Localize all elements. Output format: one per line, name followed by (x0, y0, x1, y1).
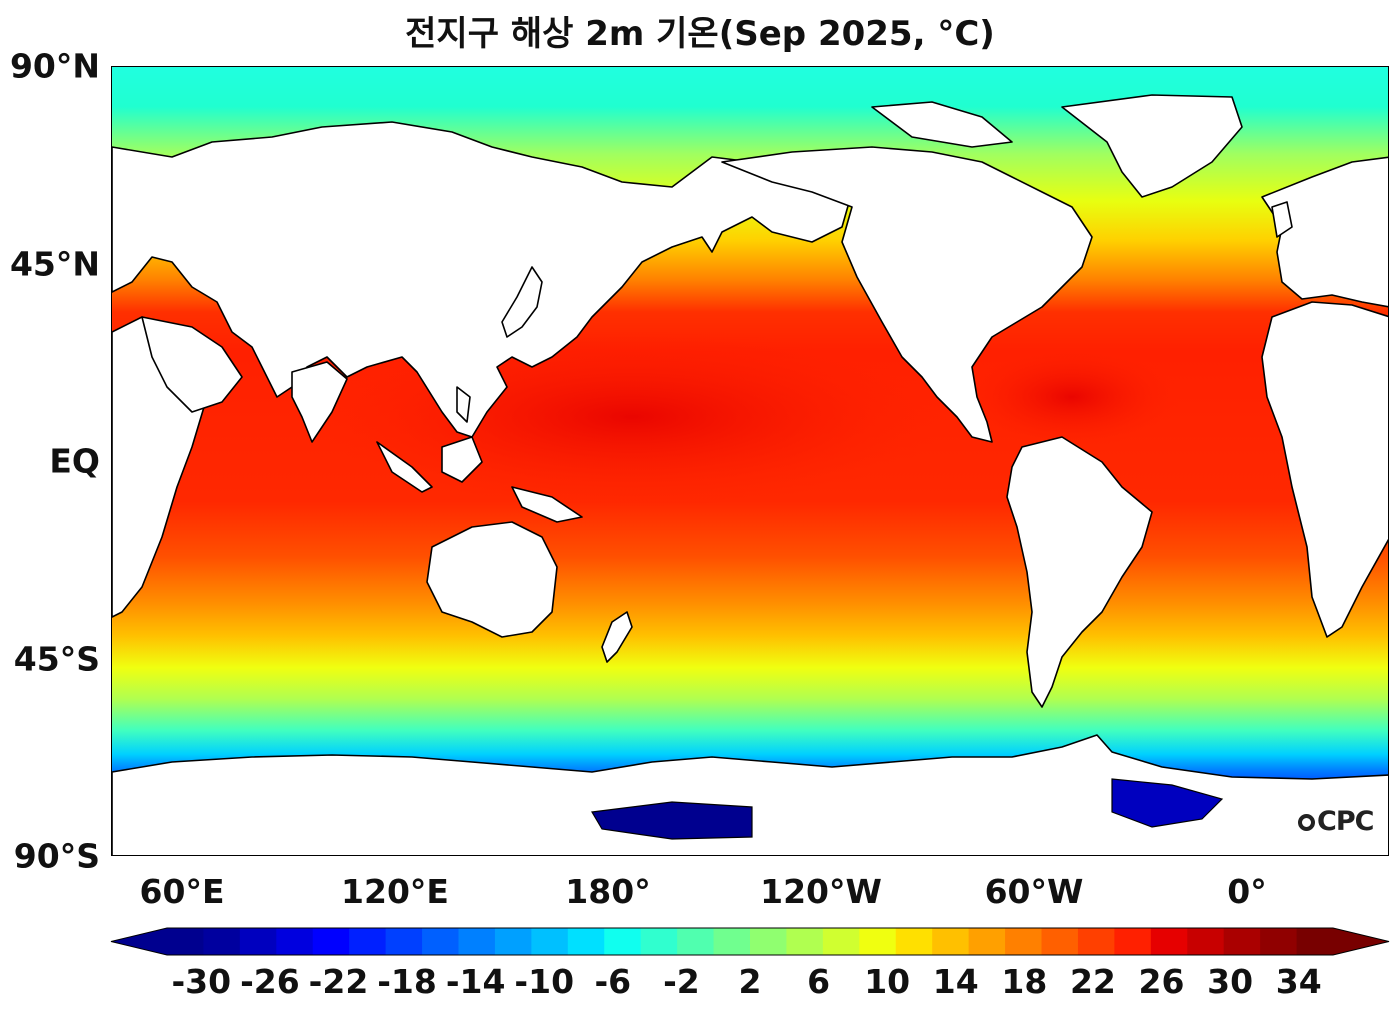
colorbar-tick-label: 14 (932, 962, 979, 1001)
colorbar-tick-label: 10 (864, 962, 911, 1001)
map-frame (111, 66, 1389, 856)
colorbar-segment (786, 928, 824, 955)
colorbar-tick-label: 18 (1001, 962, 1048, 1001)
colorbar-tick-label: -10 (514, 962, 575, 1001)
colorbar-segment (458, 928, 496, 955)
colorbar-segment (859, 928, 897, 955)
colorbar-segment (567, 928, 605, 955)
colorbar-segment (822, 928, 860, 955)
colorbar-tick-label: 22 (1069, 962, 1116, 1001)
colorbar (110, 927, 1390, 956)
colorbar-tick-label: -22 (308, 962, 369, 1001)
map-title: 전지구 해상 2m 기온(Sep 2025, °C) (405, 14, 995, 54)
colorbar-tick-label: 26 (1138, 962, 1185, 1001)
colorbar-segment (203, 928, 241, 955)
colorbar-segment (1223, 928, 1261, 955)
cpc-logo-icon (1298, 814, 1315, 831)
colorbar-segment (1077, 928, 1115, 955)
land-masses (112, 94, 1388, 855)
sumatra-land (376, 441, 433, 493)
lat-tick-label: EQ (49, 441, 100, 481)
colorbar-segment (1041, 928, 1079, 955)
lon-tick-label: 60°E (139, 872, 225, 911)
weddell-sea-cold-pocket (1111, 778, 1224, 828)
colorbar-segment (750, 928, 788, 955)
europe-land (1261, 156, 1388, 308)
colorbar-segment (677, 928, 715, 955)
lat-tick-label: 90°S (13, 836, 100, 876)
lon-tick-label: 120°E (341, 872, 449, 911)
colorbar-segment (494, 928, 532, 955)
colorbar-segment (239, 928, 277, 955)
arctic-islands-land (871, 101, 1013, 148)
greenland-land (1061, 94, 1243, 198)
lat-tick-label: 90°N (9, 46, 100, 86)
colorbar-segment (1260, 928, 1298, 955)
colorbar-tick-label: -30 (171, 962, 232, 1001)
lon-tick-label: 120°W (760, 872, 882, 911)
colorbar-segment (1005, 928, 1043, 955)
colorbar-tick-label: -6 (594, 962, 632, 1001)
colorbar-extend-low (111, 928, 167, 955)
colorbar-segment (349, 928, 387, 955)
lat-tick-label: 45°S (13, 639, 100, 678)
watermark-text: CPC (1317, 806, 1374, 837)
cpc-watermark: CPC (1298, 806, 1374, 837)
colorbar-tick-label: 34 (1275, 962, 1322, 1001)
colorbar-tick-label: 2 (738, 962, 762, 1001)
new-guinea-land (511, 486, 583, 523)
british-isles-land (1271, 201, 1293, 238)
colorbar-segment (1114, 928, 1152, 955)
colorbar-segment (312, 928, 350, 955)
africa-land (1261, 301, 1388, 638)
north-america-land (721, 146, 1093, 443)
colorbar-segment (640, 928, 678, 955)
lat-tick-label: 45°N (9, 244, 100, 283)
colorbar-segment (385, 928, 423, 955)
australia-land (426, 521, 558, 638)
colorbar-segment (422, 928, 460, 955)
colorbar-tick-label: -14 (445, 962, 506, 1001)
colorbar-segment (713, 928, 751, 955)
colorbar-segment (604, 928, 642, 955)
caribbean-warm-pool (962, 347, 1182, 447)
new-zealand-land (601, 611, 633, 663)
colorbar-segment (932, 928, 970, 955)
japan-land (501, 266, 543, 338)
colorbar-segment (276, 928, 314, 955)
colorbar-tick-label: -2 (663, 962, 700, 1001)
eurasia-land (112, 121, 853, 438)
colorbar-segment (968, 928, 1006, 955)
south-america-land (1006, 436, 1153, 708)
colorbar-segment (167, 928, 205, 955)
colorbar-tick-label: -18 (377, 962, 437, 1001)
colorbar-segment (1187, 928, 1225, 955)
borneo-land (441, 436, 483, 483)
lon-tick-label: 180° (565, 872, 651, 911)
colorbar-segment (895, 928, 933, 955)
india-land (291, 361, 348, 443)
arabia-land (141, 316, 243, 413)
colorbar-tick-label: 6 (807, 962, 831, 1001)
antarctica-land (112, 734, 1388, 855)
philippines-land (456, 386, 471, 423)
colorbar-segment (1296, 928, 1334, 955)
colorbar-tick-label: 30 (1207, 962, 1254, 1001)
colorbar-outline (110, 927, 1390, 956)
colorbar-segment (531, 928, 569, 955)
temperature-map (112, 67, 1388, 855)
colorbar-extend-high (1333, 928, 1389, 955)
colorbar-tick-label: -26 (240, 962, 300, 1001)
lon-tick-label: 60°W (984, 872, 1084, 911)
ross-sea-cold-pocket (591, 801, 753, 840)
lon-tick-label: 0° (1227, 872, 1267, 911)
colorbar-segment (1150, 928, 1188, 955)
